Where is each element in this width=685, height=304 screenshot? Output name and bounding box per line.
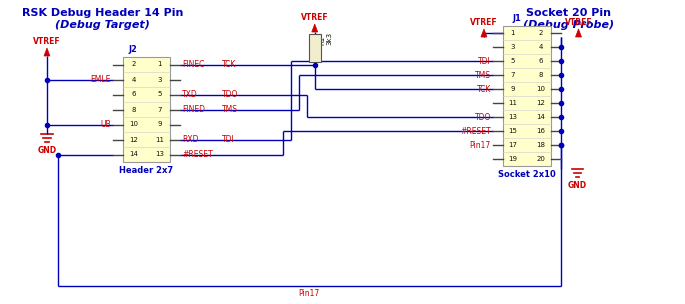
Text: 17: 17 (508, 142, 517, 148)
Text: 10: 10 (536, 86, 545, 92)
Text: TCK: TCK (222, 60, 236, 69)
Text: FINEC: FINEC (182, 60, 205, 69)
Text: GND: GND (38, 146, 57, 155)
Text: FINED: FINED (182, 105, 206, 114)
Bar (309, 34, 321, 62)
Text: RXD: RXD (182, 135, 199, 144)
Text: VTREF: VTREF (301, 13, 329, 22)
Text: 8: 8 (131, 106, 136, 112)
Text: 2: 2 (539, 30, 543, 36)
Text: 10: 10 (129, 122, 138, 127)
Text: VTREF: VTREF (564, 18, 593, 27)
Text: 13: 13 (508, 114, 517, 120)
Polygon shape (312, 24, 318, 32)
Text: 8: 8 (539, 72, 543, 78)
Bar (503, 26, 551, 166)
Text: UB: UB (100, 120, 111, 129)
Text: EMLE: EMLE (90, 75, 111, 84)
Text: TDI: TDI (478, 57, 491, 65)
Text: 14: 14 (536, 114, 545, 120)
Text: 7: 7 (158, 106, 162, 112)
Text: TDO: TDO (222, 90, 238, 99)
Text: J2: J2 (129, 45, 138, 54)
Text: 3k3: 3k3 (327, 32, 333, 45)
Text: 6: 6 (131, 92, 136, 98)
Polygon shape (575, 29, 582, 37)
Text: 15: 15 (508, 128, 517, 134)
Text: VTREF: VTREF (33, 37, 61, 46)
Text: 19: 19 (508, 156, 517, 162)
Text: 20: 20 (536, 156, 545, 162)
Text: 4: 4 (539, 44, 543, 50)
Text: 7: 7 (510, 72, 514, 78)
Text: J1: J1 (513, 14, 522, 23)
Polygon shape (481, 29, 487, 37)
Text: VTREF: VTREF (470, 18, 498, 27)
Text: R1: R1 (320, 36, 325, 45)
Text: 3: 3 (158, 77, 162, 82)
Text: 3: 3 (510, 44, 514, 50)
Text: 9: 9 (510, 86, 514, 92)
Text: TMS: TMS (475, 71, 491, 80)
Text: (Debug Target): (Debug Target) (55, 20, 150, 30)
Text: 14: 14 (129, 151, 138, 157)
Text: 2: 2 (132, 61, 136, 67)
Text: TDO: TDO (475, 112, 491, 122)
Text: 18: 18 (536, 142, 545, 148)
Text: 5: 5 (510, 58, 514, 64)
Text: 11: 11 (508, 100, 517, 106)
Text: TDI: TDI (222, 135, 235, 144)
Text: 1: 1 (158, 61, 162, 67)
Text: (Debug Probe): (Debug Probe) (523, 20, 614, 30)
Text: 5: 5 (158, 92, 162, 98)
Text: 6: 6 (539, 58, 543, 64)
Text: #RESET: #RESET (182, 150, 213, 159)
Text: 4: 4 (132, 77, 136, 82)
Text: Pin17: Pin17 (299, 289, 320, 298)
Text: Socket 20 Pin: Socket 20 Pin (526, 8, 611, 18)
Text: 13: 13 (155, 151, 164, 157)
Bar (123, 57, 171, 162)
Text: Socket 2x10: Socket 2x10 (498, 170, 556, 179)
Text: TXD: TXD (182, 90, 198, 99)
Text: TCK: TCK (477, 85, 491, 94)
Text: 12: 12 (536, 100, 545, 106)
Text: 11: 11 (155, 136, 164, 143)
Text: Header 2x7: Header 2x7 (119, 166, 173, 175)
Text: Pin17: Pin17 (470, 140, 491, 150)
Text: 12: 12 (129, 136, 138, 143)
Polygon shape (44, 48, 50, 56)
Text: TMS: TMS (222, 105, 238, 114)
Text: GND: GND (568, 181, 587, 190)
Text: 9: 9 (158, 122, 162, 127)
Text: 1: 1 (510, 30, 514, 36)
Text: 16: 16 (536, 128, 545, 134)
Text: RSK Debug Header 14 Pin: RSK Debug Header 14 Pin (22, 8, 184, 18)
Text: #RESET: #RESET (460, 126, 491, 136)
